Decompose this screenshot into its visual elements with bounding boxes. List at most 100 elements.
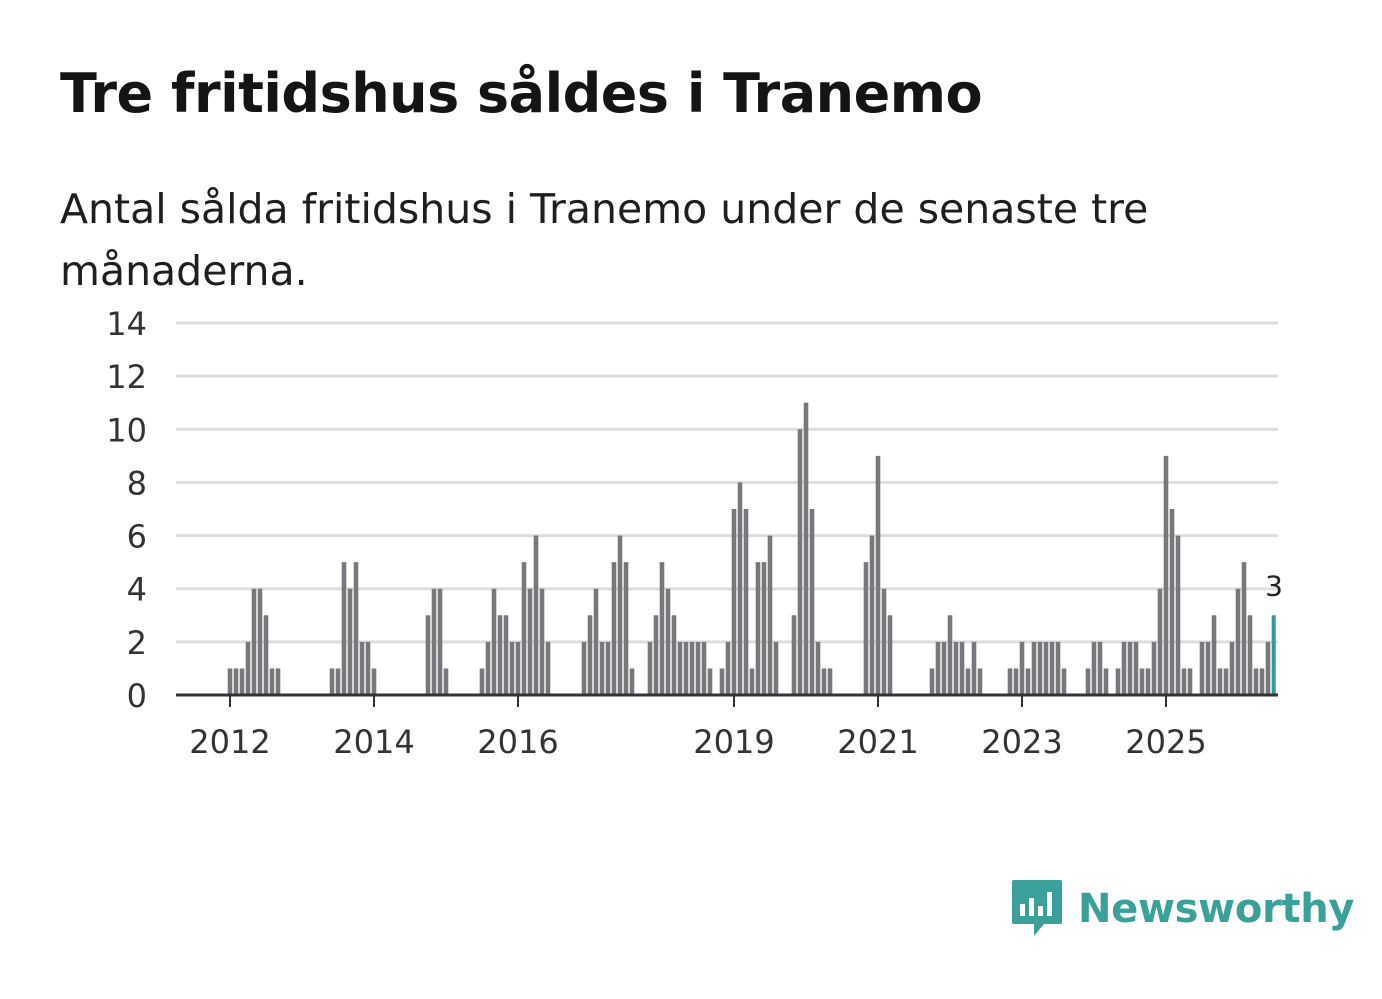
bar <box>809 509 815 695</box>
bar <box>1043 641 1049 695</box>
bar <box>359 641 365 695</box>
bar <box>1007 668 1013 695</box>
bar <box>503 615 509 695</box>
y-tick-label: 14 <box>106 305 147 343</box>
x-tick-label: 2021 <box>837 723 918 761</box>
bar <box>659 562 665 695</box>
bar <box>629 668 635 695</box>
bar <box>1025 668 1031 695</box>
bar <box>353 562 359 695</box>
bar <box>821 668 827 695</box>
bar <box>443 668 449 695</box>
bar <box>479 668 485 695</box>
bar <box>1217 668 1223 695</box>
bar <box>527 588 533 695</box>
bar <box>695 641 701 695</box>
y-tick-label: 12 <box>106 358 147 396</box>
bar <box>671 615 677 695</box>
bar <box>935 641 941 695</box>
bar <box>1229 641 1235 695</box>
bar <box>491 588 497 695</box>
bar <box>965 668 971 695</box>
y-tick-label: 8 <box>127 464 147 502</box>
bar <box>623 562 629 695</box>
bar <box>1097 641 1103 695</box>
bar <box>701 641 707 695</box>
chart-title: Tre fritidshus såldes i Tranemo <box>60 62 983 125</box>
bar <box>797 429 803 695</box>
bar <box>863 562 869 695</box>
y-tick-label: 10 <box>106 411 147 449</box>
bar <box>953 641 959 695</box>
bar <box>335 668 341 695</box>
bar <box>1091 641 1097 695</box>
bar <box>1061 668 1067 695</box>
bar <box>1013 668 1019 695</box>
bar <box>971 641 977 695</box>
bar <box>605 641 611 695</box>
bar <box>1085 668 1091 695</box>
bar <box>509 641 515 695</box>
brand-name: Newsworthy <box>1078 886 1355 932</box>
bar <box>227 668 233 695</box>
bar <box>1169 509 1175 695</box>
bar <box>803 402 809 695</box>
bar <box>485 641 491 695</box>
bar <box>719 668 725 695</box>
bar <box>257 588 263 695</box>
bar <box>497 615 503 695</box>
bar <box>269 668 275 695</box>
bar <box>665 588 671 695</box>
y-tick-label: 2 <box>127 624 147 662</box>
bar <box>767 535 773 695</box>
bar <box>431 588 437 695</box>
bar <box>1163 455 1169 695</box>
bar <box>1175 535 1181 695</box>
bar <box>1121 641 1127 695</box>
bar <box>941 641 947 695</box>
x-tick-label: 2016 <box>477 723 558 761</box>
bar <box>437 588 443 695</box>
bar <box>1247 615 1253 695</box>
bar <box>959 641 965 695</box>
x-tick-label: 2012 <box>189 723 270 761</box>
bar <box>1145 668 1151 695</box>
bar <box>815 641 821 695</box>
bar <box>533 535 539 695</box>
x-tick-label: 2025 <box>1125 723 1206 761</box>
bar <box>647 641 653 695</box>
bar <box>677 641 683 695</box>
bar <box>929 668 935 695</box>
bar <box>1151 641 1157 695</box>
bar <box>827 668 833 695</box>
bar <box>245 641 251 695</box>
bar <box>599 641 605 695</box>
bar <box>329 668 335 695</box>
bar <box>341 562 347 695</box>
x-tick-label: 2014 <box>333 723 414 761</box>
x-tick-label: 2023 <box>981 723 1062 761</box>
chart-subtitle: Antal sålda fritidshus i Tranemo under d… <box>60 185 1149 295</box>
bar <box>1139 668 1145 695</box>
bar <box>1019 641 1025 695</box>
bar <box>1133 641 1139 695</box>
bar <box>1055 641 1061 695</box>
bar <box>791 615 797 695</box>
y-tick-label: 0 <box>127 677 147 715</box>
bar <box>683 641 689 695</box>
bar <box>1187 668 1193 695</box>
last-value-label: 3 <box>1265 569 1283 602</box>
bar <box>1115 668 1121 695</box>
bars <box>227 402 1276 695</box>
newsworthy-logo[interactable]: Newsworthy <box>1010 878 1355 940</box>
bar <box>731 509 737 695</box>
bar <box>263 615 269 695</box>
bar <box>743 509 749 695</box>
bar <box>617 535 623 695</box>
y-tick-label: 6 <box>127 518 147 556</box>
newsworthy-logo-icon <box>1012 880 1062 936</box>
bar <box>587 615 593 695</box>
gridlines <box>176 321 1278 644</box>
bar <box>1157 588 1163 695</box>
bar <box>875 455 881 695</box>
